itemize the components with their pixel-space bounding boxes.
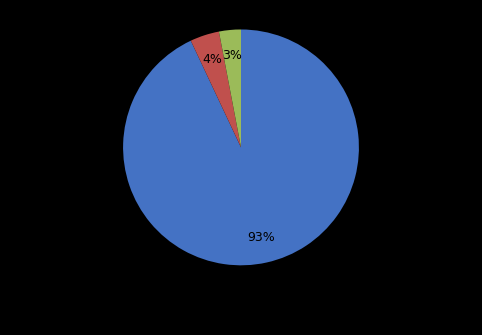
Text: 93%: 93% [247, 231, 275, 244]
Wedge shape [123, 29, 359, 265]
Wedge shape [191, 31, 241, 147]
Wedge shape [219, 29, 241, 147]
Text: 3%: 3% [222, 49, 242, 62]
Text: 4%: 4% [202, 53, 223, 66]
